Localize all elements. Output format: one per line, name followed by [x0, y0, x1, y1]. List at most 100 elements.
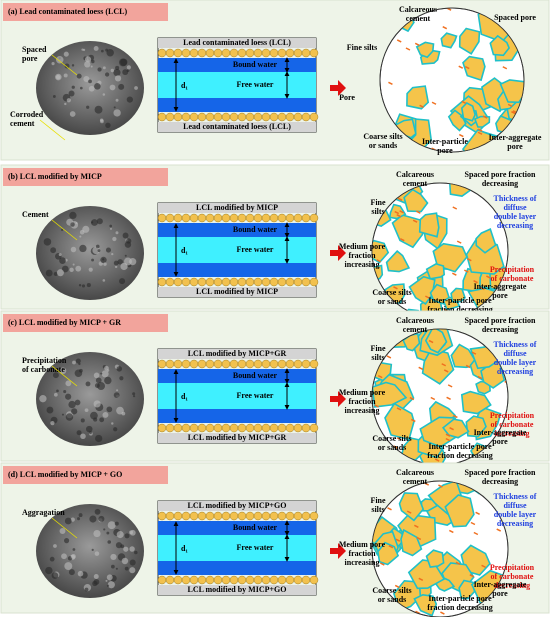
d-label: d₁ [181, 544, 188, 553]
soil-particle [253, 277, 263, 287]
soil-particle [221, 48, 231, 58]
panel-title: (c) LCL modified by MICP + GR [8, 318, 121, 327]
circle-label: silts [371, 505, 384, 514]
sem-texture [113, 68, 121, 77]
soil-band [158, 203, 316, 213]
particle [418, 212, 440, 238]
circle-label: Inter-particle pore [428, 296, 492, 305]
particle [450, 343, 480, 369]
sem-texture [84, 56, 92, 63]
micro-border [379, 7, 525, 153]
soil-particle [309, 277, 319, 287]
soil-particle [301, 575, 311, 585]
soil-particle [213, 48, 223, 58]
soil-particle [165, 511, 175, 521]
sem-texture [129, 559, 136, 566]
sem-texture [79, 244, 87, 253]
soil-particle [221, 277, 231, 287]
sem-texture [134, 86, 138, 90]
soil-particle [157, 48, 167, 58]
sem-texture [63, 390, 67, 394]
sem-texture [61, 413, 64, 416]
cement [475, 511, 480, 515]
circle-label: Medium pore [339, 242, 386, 251]
sem-texture [53, 544, 57, 548]
sem-texture [113, 427, 118, 432]
sem-texture [91, 59, 95, 64]
sem-texture [94, 551, 100, 556]
sem-label: Corroded [10, 110, 44, 119]
soil-particle [213, 277, 223, 287]
layer-bottom: LCL modified by MICP+GO [187, 585, 286, 594]
circle-label: silts [371, 353, 384, 362]
sem-texture [68, 400, 76, 409]
sem-texture [58, 253, 62, 257]
sem-texture [61, 553, 67, 560]
soil-particle [253, 511, 263, 521]
bound-water [158, 223, 316, 237]
soil-particle [285, 511, 295, 521]
soil-particle [229, 575, 239, 585]
sem-texture [107, 581, 115, 589]
micro-border [371, 480, 509, 617]
soil-particle [157, 213, 167, 223]
cement [482, 115, 488, 119]
cement [406, 510, 412, 514]
soil-particle [253, 213, 263, 223]
cement [377, 374, 383, 379]
cement [376, 259, 382, 263]
particle [441, 418, 470, 439]
soil-particle [213, 213, 223, 223]
sem-texture [93, 579, 100, 585]
sem-texture [112, 236, 117, 242]
sem-texture [65, 413, 74, 421]
soil-particle [277, 213, 287, 223]
particle [458, 579, 476, 600]
sem-texture [50, 421, 55, 426]
sem-texture [85, 381, 91, 387]
soil-particle [157, 359, 167, 369]
soil-particle [181, 48, 191, 58]
soil-particle [277, 277, 287, 287]
particle [440, 32, 458, 49]
sem-texture [95, 434, 103, 443]
circle-label: Thickness of [494, 492, 537, 501]
cement [425, 295, 430, 299]
cement [481, 564, 486, 568]
circle-label: Spaced pore fraction [465, 316, 537, 325]
sem-texture [78, 284, 82, 287]
soil-particle [173, 277, 183, 287]
circle-label: or sands [378, 297, 407, 306]
sem-texture [102, 411, 109, 418]
bound-label: Bound water [233, 60, 278, 69]
cement [396, 437, 402, 441]
sem-texture [122, 232, 129, 239]
circle-label: Precipitation [490, 563, 535, 572]
particle [406, 85, 430, 110]
particle [444, 494, 475, 528]
cement [418, 577, 424, 582]
sem-texture [111, 252, 114, 256]
cement [446, 396, 451, 400]
soil-particle [285, 359, 295, 369]
sem-texture [63, 73, 68, 78]
sem-texture [64, 562, 73, 571]
sem-texture [89, 515, 97, 523]
sem-texture [80, 418, 85, 423]
circle-label: or sands [369, 141, 398, 150]
soil-particle [309, 423, 319, 433]
cement [453, 414, 458, 419]
sem-texture [102, 93, 106, 96]
sem-texture [120, 262, 128, 271]
circle-label: fraction decreasing [427, 305, 492, 314]
cement [395, 538, 401, 542]
sem-texture [109, 227, 113, 230]
sem-label: Aggragation [22, 508, 65, 517]
sem-texture [103, 262, 107, 266]
free-label: Free water [237, 80, 274, 89]
soil-particle [197, 359, 207, 369]
sem-texture [79, 86, 83, 90]
circle-label: double layer [494, 212, 537, 221]
circle-label: increasing [345, 406, 380, 415]
sem-texture [116, 531, 124, 539]
